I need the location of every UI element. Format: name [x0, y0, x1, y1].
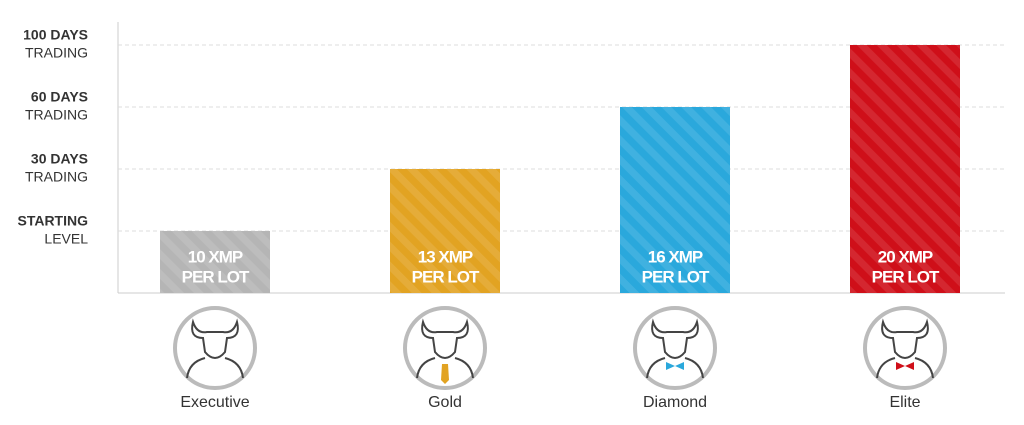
bow-tie [666, 362, 684, 370]
y-tick-label: LEVEL [44, 231, 88, 247]
bar-label: 16 XMP [648, 247, 703, 266]
tie [441, 364, 449, 384]
bar-label: PER LOT [182, 267, 250, 286]
bull-head [881, 318, 929, 359]
y-tick-label: STARTING [17, 213, 88, 229]
bar-stripes [850, 45, 960, 293]
tier-icon [633, 306, 717, 390]
bull-head [191, 318, 239, 359]
bar-stripes [160, 231, 270, 293]
x-tick-label: Gold [428, 394, 462, 411]
bar-label: 13 XMP [418, 247, 473, 266]
bar-label: 20 XMP [878, 247, 933, 266]
tier-icon [173, 306, 257, 390]
x-tick-label: Elite [889, 394, 920, 411]
bar-stripes [620, 107, 730, 293]
bull-head [421, 318, 469, 359]
y-tick-label: 30 DAYS [31, 151, 88, 167]
bar-label: PER LOT [642, 267, 710, 286]
bull-body [876, 357, 934, 379]
bull-body [416, 357, 474, 379]
bar-label: PER LOT [872, 267, 940, 286]
tier-icon [863, 306, 947, 390]
y-tick-label: 100 DAYS [23, 27, 88, 43]
bar-stripes [390, 169, 500, 293]
y-tick-label: TRADING [25, 169, 88, 185]
y-tick-label: TRADING [25, 45, 88, 61]
y-tick-label: 60 DAYS [31, 89, 88, 105]
bull-body [186, 357, 244, 379]
y-tick-label: TRADING [25, 107, 88, 123]
x-tick-label: Diamond [643, 394, 707, 411]
tier-icon [403, 306, 487, 390]
bull-head [651, 318, 699, 359]
x-tick-label: Executive [180, 394, 249, 411]
bar-label: PER LOT [412, 267, 480, 286]
bow-tie [896, 362, 914, 370]
bull-body [646, 357, 704, 379]
bar-label: 10 XMP [188, 247, 243, 266]
